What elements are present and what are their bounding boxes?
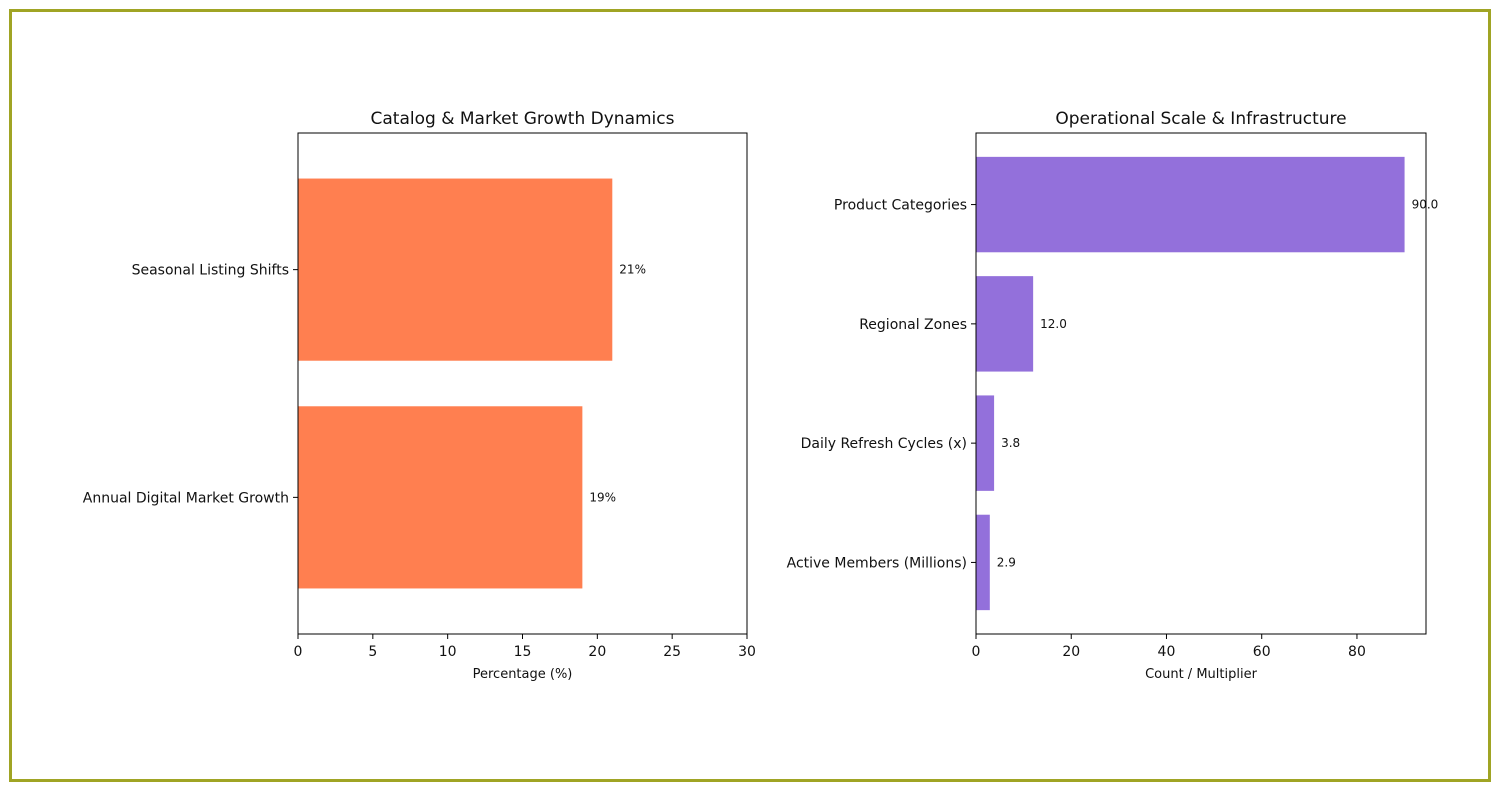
bar [976, 395, 995, 491]
x-axis-label: Count / Multiplier [1145, 667, 1258, 682]
y-tick-label: Regional Zones [859, 317, 967, 333]
data-label: 12.0 [1040, 317, 1067, 331]
x-tick-label: 10 [439, 644, 457, 660]
x-tick-label: 40 [1158, 644, 1176, 660]
x-tick-label: 0 [294, 644, 303, 660]
bar [298, 178, 613, 361]
x-tick-label: 20 [588, 644, 606, 660]
data-label: 2.9 [997, 555, 1016, 569]
y-tick-label: Product Categories [834, 198, 967, 214]
x-tick-label: 5 [368, 644, 377, 660]
data-label: 19% [589, 490, 616, 504]
figure-border [9, 9, 1491, 782]
x-tick-label: 20 [1062, 644, 1080, 660]
chart-title: Catalog & Market Growth Dynamics [371, 109, 675, 129]
data-label: 90.0 [1412, 198, 1439, 212]
y-tick-label: Annual Digital Market Growth [83, 490, 289, 506]
bar [976, 156, 1405, 253]
x-tick-label: 60 [1253, 644, 1271, 660]
bar [976, 514, 990, 611]
x-axis-label: Percentage (%) [473, 667, 573, 682]
y-tick-label: Active Members (Millions) [787, 555, 967, 571]
x-tick-label: 25 [663, 644, 681, 660]
x-tick-label: 80 [1348, 644, 1366, 660]
data-label: 3.8 [1001, 436, 1020, 450]
x-tick-label: 15 [514, 644, 532, 660]
data-label: 21% [619, 263, 646, 277]
x-tick-label: 30 [738, 644, 756, 660]
bar [298, 406, 583, 589]
y-tick-label: Seasonal Listing Shifts [132, 263, 289, 279]
bar [976, 276, 1034, 372]
y-tick-label: Daily Refresh Cycles (x) [801, 436, 967, 452]
chart-title: Operational Scale & Infrastructure [1055, 109, 1346, 129]
axes-frame [975, 132, 1427, 635]
x-tick-label: 0 [972, 644, 981, 660]
axes-frame [297, 132, 748, 635]
